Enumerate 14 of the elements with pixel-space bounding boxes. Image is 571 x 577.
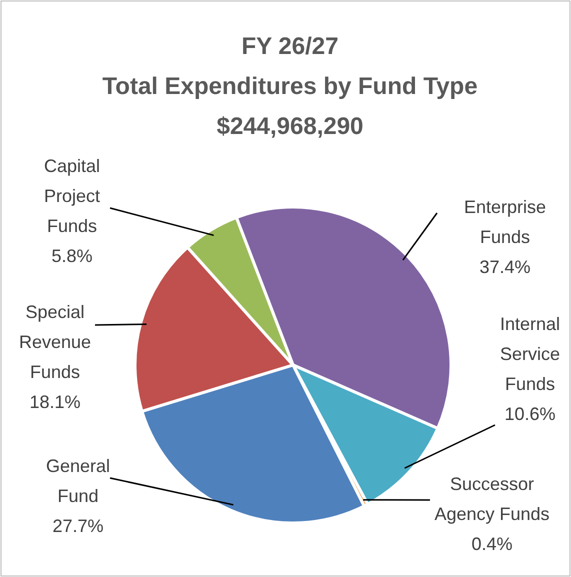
data-label: 0.4% [471,534,513,554]
slice-label: Capital Project Funds [44,156,100,236]
data-label: 18.1% [29,392,81,412]
slice-label: General Fund [46,456,110,506]
data-label: 5.8% [51,246,93,266]
slice-label: Special Revenue Funds [18,302,92,382]
slice-label: Internal Service Funds [500,314,560,394]
chart-title: FY 26/27 Total Expenditures by Fund Type [102,33,478,100]
slice-label: Successor Agency Funds [434,474,550,524]
data-label: 37.4% [479,257,531,277]
data-label: 10.6% [504,404,556,424]
slice-label: Enterprise Funds [464,197,546,247]
chart-subtitle: $244,968,290 [216,113,364,140]
data-label: 27.7% [52,516,104,536]
